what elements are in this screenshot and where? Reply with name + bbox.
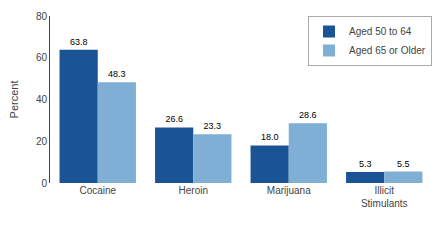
svg-text:20: 20 [36,136,48,147]
svg-text:Cocaine: Cocaine [79,185,116,196]
svg-text:23.3: 23.3 [204,121,222,131]
svg-text:5.3: 5.3 [359,159,372,169]
svg-text:5.5: 5.5 [397,159,410,169]
svg-text:28.6: 28.6 [299,110,317,120]
svg-text:Aged 50 to 64: Aged 50 to 64 [349,26,412,37]
svg-text:40: 40 [36,94,48,105]
svg-text:80: 80 [36,11,48,22]
svg-text:Aged 65 or Older: Aged 65 or Older [349,45,426,56]
svg-text:48.3: 48.3 [108,69,126,79]
svg-text:18.0: 18.0 [261,132,279,142]
svg-text:Marijuana: Marijuana [267,185,311,196]
svg-text:Percent: Percent [8,81,20,119]
svg-text:IllicitStimulants: IllicitStimulants [361,185,408,209]
svg-text:63.8: 63.8 [70,37,88,47]
svg-text:60: 60 [36,52,48,63]
svg-text:26.6: 26.6 [165,114,183,124]
svg-text:Heroin: Heroin [179,185,208,196]
svg-text:0: 0 [41,178,47,189]
